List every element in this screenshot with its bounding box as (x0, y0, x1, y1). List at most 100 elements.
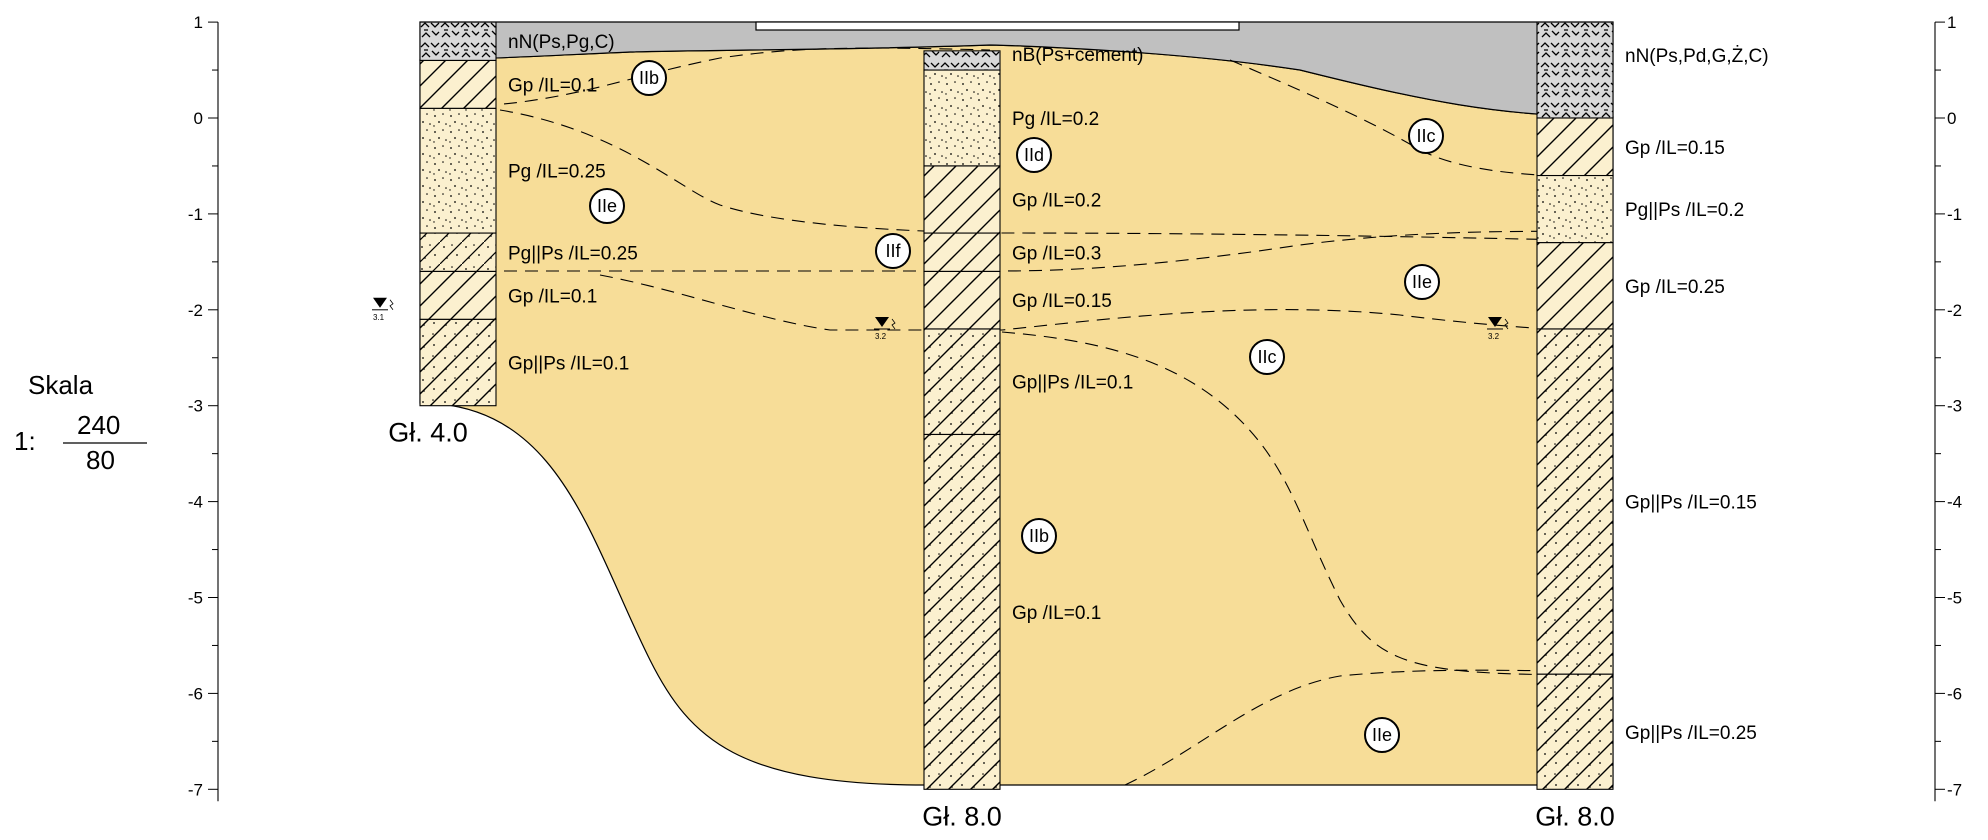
layer-label: Gp /IL=0.2 (1012, 191, 1101, 212)
borehole-layer (419, 270, 497, 320)
boundary-1 (419, 47, 991, 109)
fill-layer (419, 21, 1614, 118)
left-axis-tick-label: -5 (188, 589, 203, 608)
water-level-tick-icon (389, 299, 394, 311)
right-axis-tick-label: -1 (1947, 205, 1962, 224)
road-surface (755, 21, 1240, 31)
left-axis-tick-label: 0 (194, 109, 203, 128)
unit-marker: IIc (1408, 118, 1444, 154)
left-axis-tick-label: -1 (188, 205, 203, 224)
unit-circle (589, 188, 625, 224)
right-axis-tick-label: -2 (1947, 301, 1962, 320)
borehole-layer (1536, 242, 1614, 330)
layer-label: nB(Ps+cement) (1012, 45, 1143, 66)
boundary-5 (1001, 331, 1614, 676)
right-axis-tick-label: 0 (1947, 109, 1956, 128)
layer-label: Gp /IL=0.3 (1012, 243, 1101, 264)
layer-label: Pg /IL=0.25 (508, 162, 606, 183)
borehole-layer (419, 59, 497, 109)
layer-label: Pg /IL=0.2 (1012, 109, 1099, 130)
borehole-layer (1536, 21, 1614, 119)
scale-label: Skala (28, 370, 94, 400)
left-axis-tick-label: -6 (188, 684, 203, 703)
unit-marker: IIb (631, 60, 667, 96)
borehole-layer (1536, 174, 1614, 244)
borehole-2: nB(Ps+cement) Pg /IL=0.2 Gp /IL=0.2 Gp /IL=… (874, 45, 1143, 831)
right-axis-tick-label: -4 (1947, 493, 1962, 512)
unit-label: IIf (885, 241, 901, 261)
unit-marker: IIc (1249, 339, 1285, 375)
unit-circle (1249, 339, 1285, 375)
layer-label: Gp /IL=0.25 (1625, 277, 1725, 298)
borehole-layer (1536, 328, 1614, 675)
borehole-1: nN(Ps,Pg,C) Gp /IL=0.1 Pg /IL=0.25 Pg||Ps /… (372, 21, 638, 448)
borehole-layer (923, 270, 1001, 330)
right-axis-tick-label: -5 (1947, 589, 1962, 608)
unit-marker: IId (1016, 137, 1052, 173)
water-level-icon (1488, 316, 1502, 327)
water-level-marker: 3.2 (1487, 316, 1509, 341)
layer-label: Gp||Ps /IL=0.1 (1012, 373, 1133, 394)
layer-label: Gp||Ps /IL=0.1 (508, 354, 629, 375)
borehole-layer (1536, 117, 1614, 177)
layer-label: Gp /IL=0.15 (1625, 138, 1725, 159)
layer-label: nN(Ps,Pg,C) (508, 32, 615, 53)
unit-marker: IIb (1021, 518, 1057, 554)
water-level-marker: 3.2 (874, 316, 896, 341)
right-axis-tick-label: -3 (1947, 397, 1962, 416)
left-axis-tick-label: -3 (188, 397, 203, 416)
left-axis-tick-label: 1 (194, 13, 203, 32)
borehole-layer (1536, 673, 1614, 790)
unit-marker: IIe (1364, 717, 1400, 753)
depth-axis-right: 1 0 -1 -2 -3 -4 -5 -6 -7 (1934, 13, 1962, 802)
unit-circle (875, 233, 911, 269)
unit-circle (631, 60, 667, 96)
scale-denominator: 80 (86, 445, 115, 475)
water-level-tick-icon (1504, 318, 1509, 330)
scale-numerator: 240 (77, 410, 120, 440)
water-level-marker: 3.1 (372, 297, 394, 322)
water-level-tick-icon (891, 318, 896, 330)
unit-label: IIe (597, 196, 617, 216)
borehole-layer (419, 232, 497, 272)
borehole-layer (923, 69, 1001, 167)
borehole-3: nN(Ps,Pd,G,Ż,C) Gp /IL=0.15 Pg||Ps /IL=0.2… (1487, 21, 1769, 831)
boundary-3 (420, 230, 1614, 272)
borehole-layer (419, 107, 497, 234)
unit-circle (1364, 717, 1400, 753)
right-axis-tick-label: 1 (1947, 13, 1956, 32)
depth-label: Gł. 8.0 (1535, 801, 1615, 831)
boundary-4 (599, 274, 1614, 333)
unit-label: IIb (1029, 526, 1049, 546)
borehole-layer (923, 433, 1001, 790)
water-level-icon (373, 297, 387, 308)
layer-label: Pg||Ps /IL=0.2 (1625, 200, 1744, 221)
unit-label: IIb (639, 68, 659, 88)
unit-marker: IIf (875, 233, 911, 269)
borehole-layer (419, 21, 497, 62)
left-axis-tick-label: -7 (188, 780, 203, 799)
unit-marker: IIe (1404, 264, 1440, 300)
unit-marker: IIe (589, 188, 625, 224)
borehole-layer (923, 165, 1001, 234)
depth-label: Gł. 8.0 (922, 801, 1002, 831)
scale-prefix: 1: (14, 426, 36, 456)
unit-label: IIc (1416, 126, 1435, 146)
boundary-7 (1124, 669, 1614, 786)
unit-markers: IIb IIe IIf IId IIc IIe IIc IIb IIe (589, 60, 1444, 753)
unit-label: IIe (1372, 725, 1392, 745)
unit-label: IIc (1257, 347, 1276, 367)
unit-circle (1016, 137, 1052, 173)
layer-label: Gp /IL=0.1 (1012, 603, 1101, 624)
left-axis-tick-label: -2 (188, 301, 203, 320)
layer-label: nN(Ps,Pd,G,Ż,C) (1625, 46, 1769, 67)
layer-label: Gp||Ps /IL=0.15 (1625, 493, 1757, 514)
right-axis-tick-label: -7 (1947, 780, 1962, 799)
unit-circle (1021, 518, 1057, 554)
water-level-icon (875, 316, 889, 327)
layer-label: Gp /IL=0.1 (508, 286, 597, 307)
borehole-layer (419, 318, 497, 407)
water-level-label: 3.2 (875, 332, 887, 341)
layer-label: Gp /IL=0.15 (1012, 291, 1112, 312)
